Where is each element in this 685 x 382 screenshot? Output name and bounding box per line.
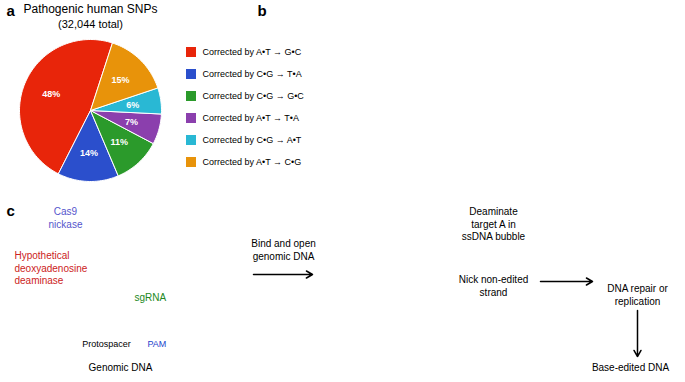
svg-text:7%: 7% — [125, 117, 138, 127]
svg-text:(32,044 total): (32,044 total) — [58, 18, 123, 30]
svg-text:Corrected by C•G → A•T: Corrected by C•G → A•T — [203, 135, 302, 145]
svg-text:Nick non-editedstrand: Nick non-editedstrand — [459, 274, 528, 298]
svg-text:a: a — [7, 2, 16, 19]
svg-text:Corrected by A•T → T•A: Corrected by A•T → T•A — [203, 113, 300, 123]
svg-text:Deaminatetarget A inssDNA bubb: Deaminatetarget A inssDNA bubble — [462, 206, 526, 242]
svg-text:sgRNA: sgRNA — [135, 292, 167, 303]
svg-text:Protospacer: Protospacer — [82, 338, 131, 348]
svg-text:PAM: PAM — [148, 338, 167, 348]
svg-text:Hypotheticaldeoxyadenosinedeam: Hypotheticaldeoxyadenosinedeaminase — [15, 250, 88, 286]
svg-text:6%: 6% — [126, 100, 139, 110]
svg-text:15%: 15% — [111, 75, 129, 85]
svg-text:Genomic DNA: Genomic DNA — [89, 362, 153, 373]
svg-text:Cas9nickase: Cas9nickase — [49, 206, 83, 230]
svg-text:c: c — [7, 202, 15, 219]
svg-text:b: b — [258, 2, 267, 19]
svg-text:Corrected by C•G → T•A: Corrected by C•G → T•A — [203, 69, 302, 79]
svg-text:Bind and opengenomic DNA: Bind and opengenomic DNA — [251, 238, 316, 262]
svg-text:Base-edited DNA: Base-edited DNA — [592, 362, 670, 373]
svg-text:Corrected by C•G → G•C: Corrected by C•G → G•C — [203, 91, 305, 101]
svg-text:48%: 48% — [42, 89, 60, 99]
svg-text:Corrected by A•T → G•C: Corrected by A•T → G•C — [203, 47, 302, 57]
svg-text:Corrected by A•T → C•G: Corrected by A•T → C•G — [203, 157, 302, 167]
svg-text:Pathogenic human SNPs: Pathogenic human SNPs — [23, 2, 157, 16]
svg-text:11%: 11% — [111, 137, 129, 147]
svg-text:14%: 14% — [80, 148, 98, 158]
svg-text:DNA repair orreplication: DNA repair orreplication — [607, 283, 668, 307]
